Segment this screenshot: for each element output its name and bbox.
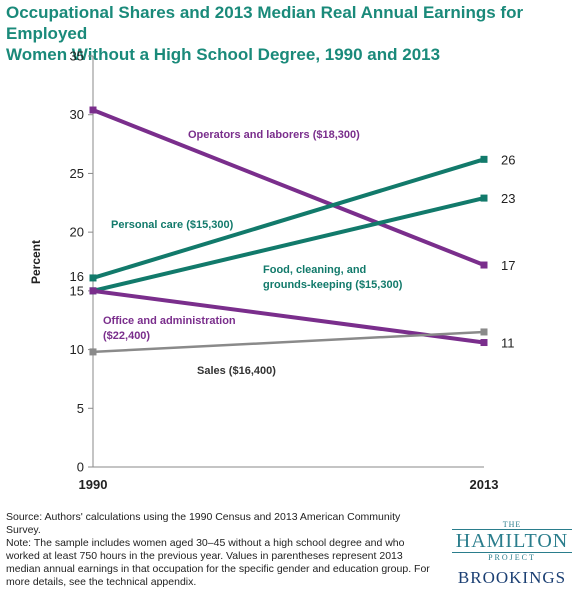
chart-series xyxy=(89,106,488,356)
y-tick-label: 30 xyxy=(70,107,84,122)
series-label-line: Personal care ($15,300) xyxy=(111,219,234,231)
series-point xyxy=(480,155,488,163)
x-tick-label: 2013 xyxy=(470,477,499,492)
chart-notes: Source: Authors' calculations using the … xyxy=(6,511,436,589)
series-label: Personal care ($15,300) xyxy=(111,219,234,231)
y-tick-label: 5 xyxy=(77,401,84,416)
end-value-label: 23 xyxy=(501,191,515,206)
series-label-line: Sales ($16,400) xyxy=(197,365,276,377)
series-point xyxy=(480,328,488,336)
series-point xyxy=(89,106,97,114)
series-label-line: Operators and laborers ($18,300) xyxy=(188,129,360,141)
series-label: Sales ($16,400) xyxy=(197,365,276,377)
series-line xyxy=(92,157,485,280)
chart-title-line1: Occupational Shares and 2013 Median Real… xyxy=(6,3,524,43)
x-tick-label: 1990 xyxy=(79,477,108,492)
end-value-label: 26 xyxy=(501,152,515,167)
series-point xyxy=(89,287,97,295)
series-point xyxy=(480,194,488,202)
series-label-line: Food, cleaning, and xyxy=(263,264,366,276)
y-tick-label-extra: 16 xyxy=(70,269,84,284)
series-label-line: grounds-keeping ($15,300) xyxy=(263,279,403,291)
series-label-line: ($22,400) xyxy=(103,330,150,342)
logo-the-text: THE xyxy=(502,520,522,529)
chart-labels: Operators and laborers ($18,300) 17 Person… xyxy=(103,129,515,377)
series-point xyxy=(480,261,488,269)
hamilton-brookings-logo: THE HAMILTON PROJECT BROOKINGS xyxy=(452,520,572,588)
chart-axes: 0 5 10 15 20 25 30 35 16 1990 2013 Percent xyxy=(29,49,498,493)
logo-hamilton-text: HAMILTON xyxy=(452,529,572,553)
series-label: Office and administration ($22,400) xyxy=(103,315,236,342)
logo-project-text: PROJECT xyxy=(488,553,536,562)
series-line xyxy=(92,108,485,267)
series-label: Operators and laborers ($18,300) xyxy=(188,129,360,141)
series-label-line: Office and administration xyxy=(103,315,236,327)
source-note: Source: Authors' calculations using the … xyxy=(6,511,401,536)
series-label: Food, cleaning, and grounds-keeping ($15,… xyxy=(263,264,403,291)
end-value-label: 11 xyxy=(501,336,515,351)
y-axis-label: Percent xyxy=(29,240,43,284)
line-chart: 0 5 10 15 20 25 30 35 16 1990 2013 Percent Operator… xyxy=(29,49,515,493)
series-point xyxy=(480,339,488,347)
y-tick-label: 15 xyxy=(70,283,84,298)
series-line xyxy=(92,288,485,345)
chart-title: Occupational Shares and 2013 Median Real… xyxy=(6,2,574,65)
chart-title-line2: Women Without a High School Degree, 1990… xyxy=(6,45,441,64)
methodology-note: Note: The sample includes women aged 30–… xyxy=(6,537,430,588)
y-tick-label: 10 xyxy=(70,342,84,357)
series-line xyxy=(92,196,485,293)
series-point xyxy=(89,274,97,282)
series-point xyxy=(89,348,97,356)
y-tick-label: 0 xyxy=(77,460,84,475)
end-value-label: 17 xyxy=(501,258,515,273)
y-tick-label: 35 xyxy=(70,49,84,64)
y-tick-label: 25 xyxy=(70,166,84,181)
y-tick-label: 20 xyxy=(70,225,84,240)
logo-brookings-text: BROOKINGS xyxy=(457,568,567,587)
series-line xyxy=(92,330,485,354)
